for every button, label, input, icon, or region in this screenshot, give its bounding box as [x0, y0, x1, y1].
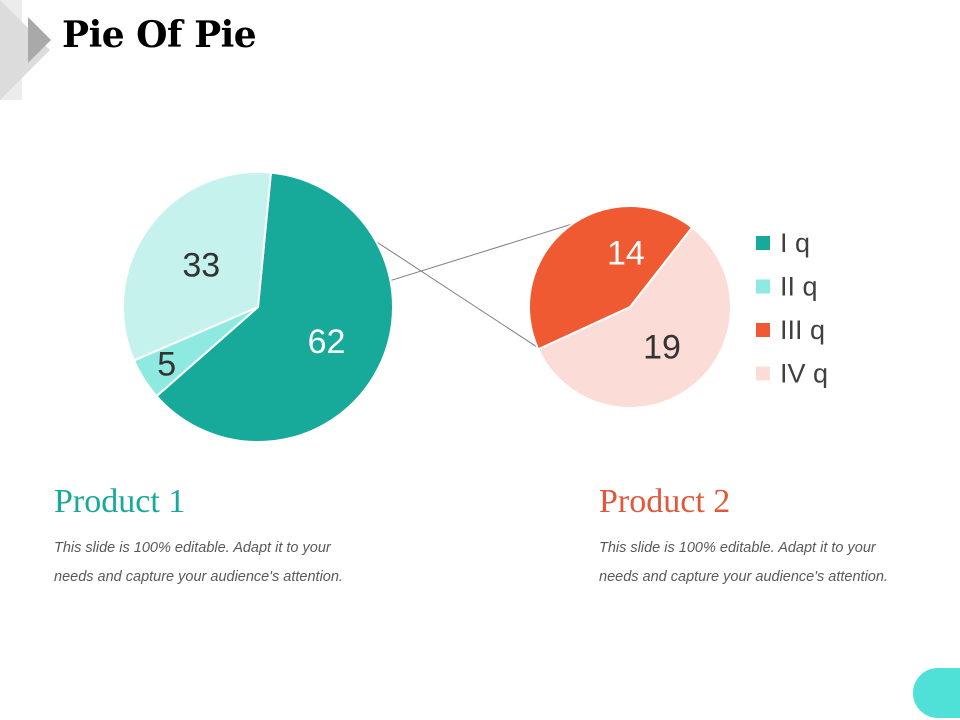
- legend-swatch-iii-q: [756, 323, 770, 337]
- secondary-data-label-iv-q: 19: [643, 328, 681, 366]
- legend-swatch-iv-q: [756, 366, 770, 381]
- product-2-description: This slide is 100% editable. Adapt it to…: [599, 540, 888, 585]
- corner-chevron-decoration: [0, 0, 51, 100]
- legend-label-ii-q: II q: [780, 272, 818, 302]
- legend-label-i-q: I q: [780, 228, 810, 258]
- product-2-heading: Product 2: [599, 483, 731, 520]
- chart-legend: I q II q III q IV q: [756, 228, 828, 389]
- secondary-data-label-iii-q: 14: [607, 235, 645, 273]
- slide-title: Pie Of Pie: [62, 14, 257, 56]
- primary-data-label-ii-q: 5: [157, 346, 176, 384]
- corner-accent-button[interactable]: [913, 668, 960, 718]
- legend-swatch-ii-q: [756, 279, 770, 294]
- secondary-slice-iv-q: [537, 226, 732, 409]
- product-1-description: This slide is 100% editable. Adapt it to…: [54, 540, 343, 585]
- primary-data-label-i-q: 62: [308, 323, 346, 361]
- legend-label-iv-q: IV q: [780, 359, 828, 389]
- primary-slice-i-q: [155, 171, 394, 443]
- product-1-heading: Product 1: [54, 483, 186, 520]
- primary-data-label-other: 33: [182, 247, 220, 285]
- primary-slice-other: [122, 171, 272, 362]
- primary-pie: 62 5 33: [122, 171, 394, 443]
- legend-label-iii-q: III q: [780, 315, 825, 345]
- legend-swatch-i-q: [756, 236, 770, 250]
- secondary-slice-iii-q: [528, 205, 694, 351]
